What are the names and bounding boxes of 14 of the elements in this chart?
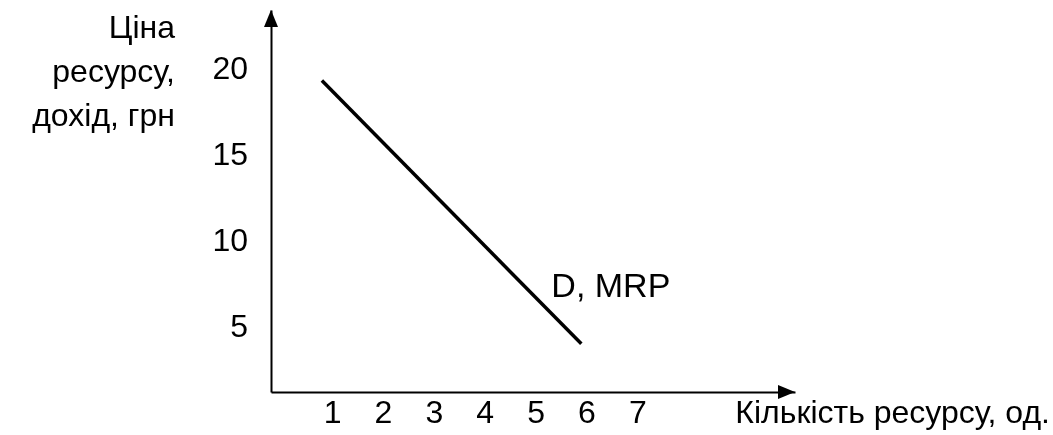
y-tick-label: 20	[212, 50, 248, 87]
y-axis-title: Ціна ресурсу, дохід, грн	[32, 9, 176, 133]
x-tick-label: 6	[578, 393, 596, 430]
series-label: D, MRP	[551, 265, 671, 304]
x-tick-label: 5	[527, 393, 545, 430]
y-tick-label: 5	[230, 308, 248, 345]
x-axis-title: Кількість ресурсу, од.	[735, 393, 1050, 430]
x-tick-label: 1	[323, 393, 342, 430]
x-tick-label: 2	[374, 393, 393, 430]
x-tick-label: 7	[628, 393, 647, 430]
y-tick-label: 15	[212, 136, 248, 173]
x-tick-label: 4	[476, 393, 495, 430]
x-tick-label: 3	[425, 393, 444, 430]
y-tick-label: 10	[212, 222, 248, 259]
